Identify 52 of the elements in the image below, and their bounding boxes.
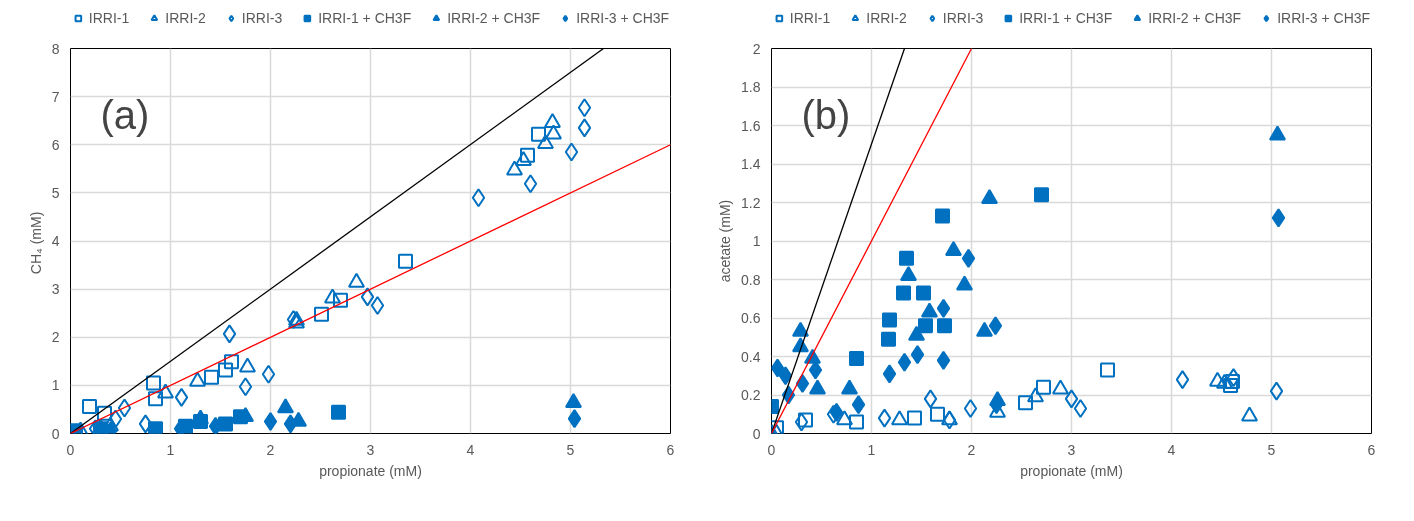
- y-axis-title: acetate (mM): [717, 199, 734, 283]
- x-axis-title: propionate (mM): [319, 462, 422, 479]
- y-tick-label: 0.6: [741, 310, 761, 326]
- y-tick-label: 1.4: [741, 156, 761, 172]
- x-tick-label: 0: [767, 441, 776, 458]
- x-tick-label: 2: [967, 441, 976, 458]
- legend-label: IRRI-1 + CH3F: [318, 10, 412, 26]
- y-tick-label: 2: [51, 329, 60, 346]
- y-tick-label: 1.8: [741, 79, 761, 95]
- y-tick-label: 1.6: [741, 117, 761, 134]
- y-tick-label: 1: [752, 233, 761, 249]
- y-tick-label: 1.2: [741, 194, 761, 211]
- y-tick-label: 2: [752, 40, 761, 57]
- y-tick-label: 0: [752, 425, 761, 442]
- x-tick-label: 5: [1267, 441, 1276, 458]
- x-tick-label: 1: [867, 441, 876, 458]
- x-tick-label: 4: [1167, 441, 1176, 458]
- legend-label: IRRI-3 + CH3F: [576, 10, 670, 26]
- y-tick-label: 0: [51, 425, 60, 442]
- annotation: (b): [801, 93, 851, 138]
- x-tick-label: 6: [666, 441, 675, 458]
- x-tick-label: 2: [266, 441, 275, 458]
- y-tick-label: 4: [51, 233, 60, 249]
- legend-label: IRRI-2: [165, 10, 206, 26]
- y-tick-label: 0.4: [741, 348, 761, 365]
- x-tick-label: 0: [66, 441, 75, 458]
- y-axis-title: CH₄ (mM): [27, 211, 44, 275]
- x-axis-title: propionate (mM): [1020, 462, 1123, 479]
- y-tick-label: 0.8: [741, 271, 761, 288]
- y-tick-label: 6: [51, 136, 60, 153]
- x-tick-label: 3: [366, 441, 375, 458]
- y-tick-label: 8: [51, 40, 60, 57]
- x-tick-label: 3: [1067, 441, 1076, 458]
- legend-label: IRRI-1: [88, 10, 130, 26]
- x-tick-label: 1: [166, 441, 175, 458]
- y-tick-label: 1: [51, 377, 60, 394]
- y-tick-label: 3: [51, 281, 60, 298]
- legend-label: IRRI-3: [241, 10, 283, 26]
- x-tick-label: 4: [466, 441, 475, 458]
- y-tick-label: 7: [51, 88, 60, 105]
- x-tick-label: 5: [566, 441, 575, 458]
- annotation: (a): [100, 93, 150, 138]
- y-tick-label: 5: [51, 184, 60, 201]
- legend-label: IRRI-3: [942, 10, 984, 26]
- legend-label: IRRI-3 + CH3F: [1277, 10, 1371, 26]
- x-tick-label: 6: [1367, 441, 1376, 458]
- legend-label: IRRI-2 + CH3F: [1148, 10, 1242, 26]
- legend-label: IRRI-2: [866, 10, 907, 26]
- legend-label: IRRI-2 + CH3F: [447, 10, 541, 26]
- legend-label: IRRI-1: [789, 10, 831, 26]
- y-tick-label: 0.2: [741, 387, 761, 403]
- legend-label: IRRI-1 + CH3F: [1019, 10, 1113, 26]
